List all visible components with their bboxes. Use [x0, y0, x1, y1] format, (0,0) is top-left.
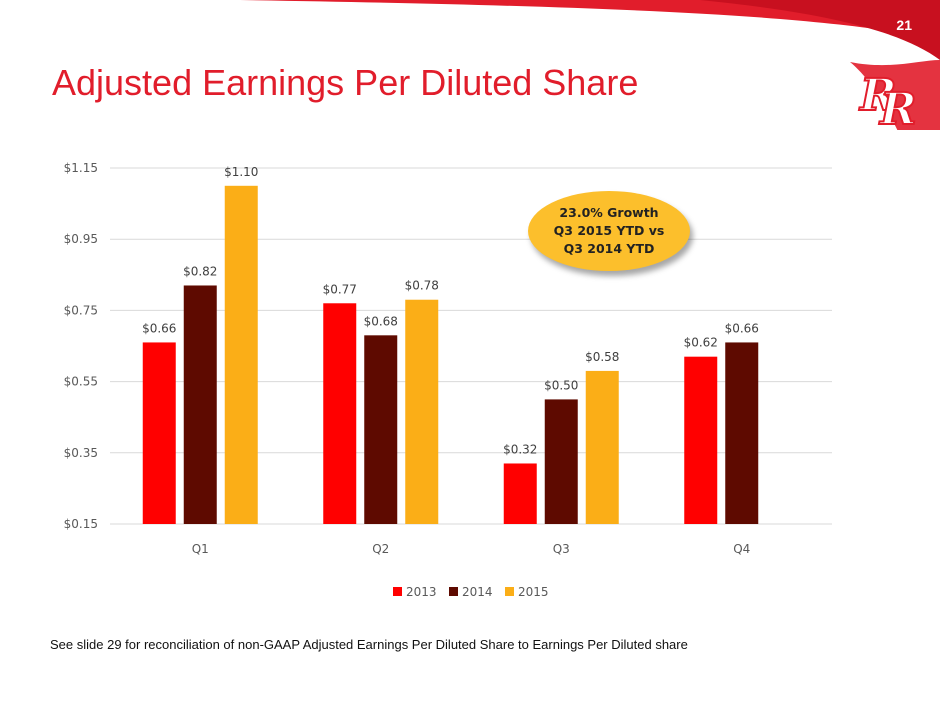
x-tick-label: Q4 [733, 542, 750, 556]
header-swoosh [240, 0, 940, 130]
y-tick-label: $0.35 [64, 446, 98, 460]
y-tick-label: $1.15 [64, 161, 98, 175]
legend-swatch-2014 [449, 587, 458, 596]
bar-2014-Q2 [364, 335, 398, 524]
legend-label-2014: 2014 [462, 585, 493, 599]
svg-text:R: R [858, 70, 897, 121]
growth-callout: 23.0% Growth Q3 2015 YTD vs Q3 2014 YTD [528, 191, 690, 271]
y-tick-label: $0.75 [64, 303, 98, 317]
legend-swatch-2013 [393, 587, 402, 596]
x-tick-label: Q2 [372, 542, 389, 556]
data-label: $1.10 [224, 165, 258, 179]
data-label: $0.82 [183, 264, 217, 278]
data-labels: $0.66 $0.82 $1.10 $0.77 $0.68 $0.78 $0.32 $0.50… [142, 165, 759, 457]
bar-2014-Q3 [544, 399, 578, 524]
slide-title: Adjusted Earnings Per Diluted Share [52, 62, 639, 103]
y-axis-ticks: $0.15 $0.35 $0.55 $0.75 $0.95 $1.15 [64, 161, 98, 531]
bar-2015-Q3 [585, 370, 619, 524]
bar-2013-Q3 [503, 463, 537, 524]
bar-2013-Q2 [323, 303, 357, 524]
slide-number: 21 [896, 17, 912, 33]
bar-2014-Q1 [183, 285, 217, 524]
data-label: $0.62 [684, 336, 718, 350]
callout-line-1: 23.0% Growth [559, 205, 659, 220]
x-tick-label: Q3 [553, 542, 570, 556]
data-label: $0.77 [323, 282, 357, 296]
y-tick-label: $0.95 [64, 232, 98, 246]
legend-label-2013: 2013 [406, 585, 437, 599]
y-tick-label: $0.15 [64, 517, 98, 531]
bar-2015-Q1 [224, 185, 258, 525]
x-tick-label: Q1 [192, 542, 209, 556]
bar-2014-Q4 [725, 342, 759, 524]
callout-line-2: Q3 2015 YTD vs [553, 223, 665, 238]
data-label: $0.32 [503, 442, 537, 456]
legend-swatch-2015 [505, 587, 514, 596]
bar-2013-Q4 [684, 356, 718, 524]
bar-2013-Q1 [142, 342, 176, 524]
data-label: $0.68 [364, 314, 398, 328]
bars [142, 185, 759, 525]
legend-label-2015: 2015 [518, 585, 549, 599]
footnote: See slide 29 for reconciliation of non-G… [50, 637, 688, 652]
data-label: $0.50 [544, 378, 578, 392]
data-label: $0.66 [142, 321, 176, 335]
callout-line-3: Q3 2014 YTD [563, 241, 655, 256]
x-axis-ticks: Q1 Q2 Q3 Q4 [192, 542, 751, 556]
data-label: $0.58 [585, 350, 619, 364]
gridlines [110, 167, 832, 525]
legend: 2013 2014 2015 [393, 585, 549, 599]
bar-2015-Q2 [405, 299, 439, 524]
rr-logo: R R [857, 69, 918, 136]
svg-text:R: R [878, 84, 917, 135]
y-tick-label: $0.55 [64, 375, 98, 389]
data-label: $0.78 [405, 279, 439, 293]
data-label: $0.66 [725, 321, 759, 335]
